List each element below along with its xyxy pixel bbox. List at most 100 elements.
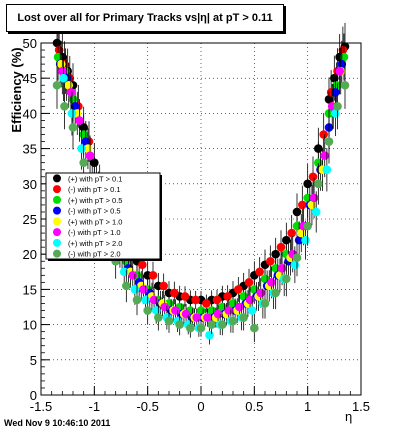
data-point — [234, 285, 243, 294]
legend-entry-label: (+) with pT > 0.1 — [68, 174, 122, 183]
axes: -1.5 -1 -0.5 0 0.5 1 1.5 0 5 10 15 20 25 30 35 40 45 50 — [23, 36, 371, 414]
chart-title: Lost over all for Primary Tracks vs|η| a… — [6, 4, 284, 32]
legend-entry-label: (-) with pT > 2.0 — [68, 250, 121, 259]
data-point — [149, 295, 159, 305]
data-point — [332, 80, 341, 90]
data-point — [303, 221, 312, 231]
data-point — [319, 130, 328, 139]
data-point — [247, 306, 257, 315]
data-point — [235, 302, 244, 312]
data-point — [335, 66, 344, 76]
data-point — [267, 278, 276, 287]
data-point — [322, 165, 332, 175]
legend-marker — [53, 195, 61, 204]
data-point — [141, 295, 150, 305]
data-point — [170, 288, 179, 298]
data-point — [68, 123, 78, 132]
x-tick-label: 0.5 — [245, 399, 263, 414]
y-tick-label: 20 — [23, 247, 37, 262]
x-axis-title: η — [345, 409, 353, 424]
x-tick-label: -0.5 — [136, 399, 158, 414]
data-point — [223, 292, 232, 301]
data-point — [160, 302, 170, 312]
data-point — [250, 323, 259, 333]
legend-marker — [53, 238, 61, 247]
legend-entry-label: (-) with pT > 0.5 — [68, 207, 121, 216]
data-point — [311, 207, 321, 217]
data-point — [139, 285, 148, 294]
data-point — [164, 316, 174, 326]
x-tick-label: -1.5 — [30, 399, 52, 414]
legend-marker — [53, 206, 61, 215]
data-point — [154, 313, 163, 322]
x-tick-label: 0 — [197, 399, 204, 414]
data-point — [202, 299, 211, 308]
data-point — [309, 193, 319, 203]
y-axis-title: Efficiency (%) — [9, 47, 24, 133]
legend-marker — [53, 217, 61, 226]
data-point — [255, 267, 264, 277]
data-point — [58, 66, 67, 76]
y-tick-label: 5 — [30, 353, 37, 368]
data-point — [171, 306, 180, 315]
series-8 — [52, 61, 350, 343]
data-point — [191, 295, 200, 305]
data-point — [186, 323, 195, 333]
data-point — [298, 200, 307, 210]
data-point — [320, 151, 330, 160]
timestamp-footer: Wed Nov 9 10:46:10 2011 — [4, 418, 111, 428]
data-point — [132, 295, 142, 305]
data-point — [159, 281, 168, 291]
data-point — [333, 102, 342, 111]
y-tick-label: 40 — [23, 106, 37, 121]
data-point — [79, 158, 88, 167]
legend: (+) with pT > 0.1 (-) with pT > 0.1 (+) wi… — [45, 172, 162, 261]
x-tick-label: 1 — [304, 399, 311, 414]
data-point — [130, 285, 140, 294]
data-point — [271, 288, 280, 298]
data-point — [266, 256, 275, 266]
y-tick-label: 25 — [23, 212, 37, 227]
y-tick-label: 15 — [23, 282, 37, 297]
legend-entry-label: (+) with pT > 0.5 — [68, 196, 122, 205]
y-tick-label: 10 — [23, 318, 37, 333]
data-point — [301, 235, 310, 245]
data-point — [59, 73, 68, 83]
legend-entry-label: (+) with pT > 2.0 — [68, 239, 122, 248]
data-point — [85, 151, 95, 160]
legend-entry-label: (+) with pT > 1.0 — [68, 217, 122, 226]
data-point — [282, 274, 291, 284]
data-point — [324, 137, 334, 146]
data-point — [75, 116, 84, 125]
y-tick-label: 30 — [23, 177, 37, 192]
data-point — [276, 242, 286, 252]
data-point — [239, 313, 248, 322]
data-point — [218, 320, 227, 329]
data-point — [67, 109, 77, 118]
y-tick-label: 50 — [23, 36, 37, 51]
x-tick-label: -1 — [89, 399, 101, 414]
data-point — [60, 102, 69, 111]
legend-entry-label: (-) with pT > 0.1 — [68, 185, 121, 194]
legend-marker — [53, 174, 61, 183]
data-point — [213, 309, 223, 319]
data-point — [340, 80, 350, 90]
data-point — [175, 320, 184, 329]
x-tick-label: 1.5 — [352, 399, 370, 414]
data-point — [228, 316, 238, 326]
legend-entry-label: (-) with pT > 1.0 — [68, 228, 121, 237]
data-point — [143, 306, 152, 315]
data-point — [245, 295, 255, 305]
data-point — [192, 313, 202, 322]
data-point — [224, 306, 234, 315]
data-point — [256, 288, 266, 298]
data-point — [314, 179, 323, 189]
data-point — [207, 320, 216, 329]
data-point — [138, 260, 147, 270]
data-point — [128, 271, 138, 280]
legend-marker — [53, 249, 61, 258]
data-point — [260, 299, 270, 308]
data-point — [66, 87, 76, 97]
data-point — [205, 330, 214, 340]
